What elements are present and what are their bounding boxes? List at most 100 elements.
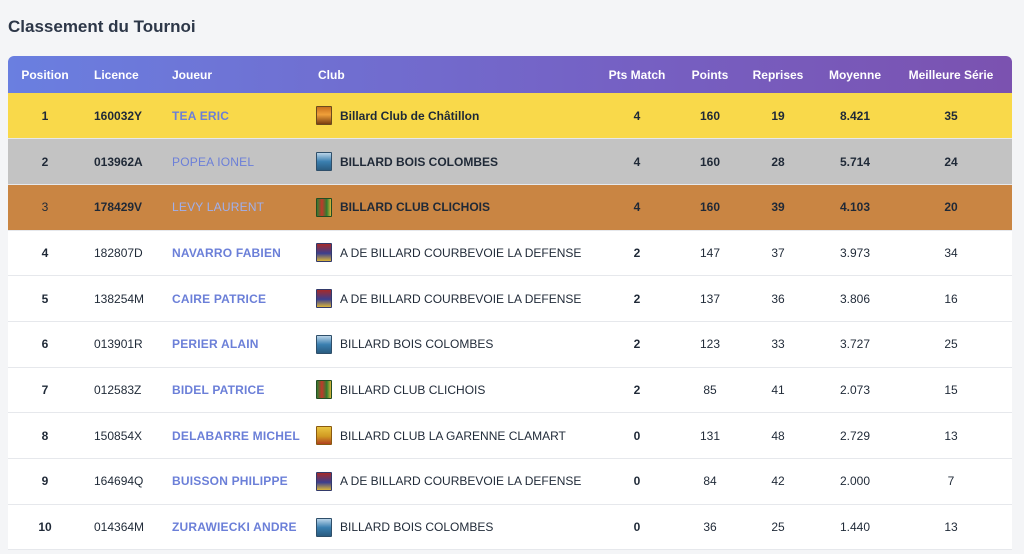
player-link[interactable]: DELABARRE MICHEL: [172, 428, 300, 443]
cell-reprises: 42: [771, 474, 785, 489]
col-header-joueur[interactable]: Joueur: [172, 67, 213, 82]
cell-pts-match: 4: [633, 108, 641, 123]
page-title: Classement du Tournoi: [8, 17, 196, 36]
cell-points: 137: [699, 291, 721, 306]
cell-pts-match: 2: [633, 245, 641, 260]
cell-pts-match: 0: [633, 520, 641, 535]
table-header: Position Licence Joueur Club Pts Match P…: [8, 56, 1012, 93]
cell-licence: 013901R: [94, 337, 143, 352]
cell-meilleure-serie: 13: [944, 428, 958, 443]
cell-licence: 164694Q: [94, 474, 144, 489]
cell-moyenne: 3.973: [839, 245, 871, 260]
courbevoie-crest-icon: [316, 289, 332, 309]
cell-moyenne: 2.073: [839, 382, 871, 397]
cell-pts-match: 0: [633, 428, 641, 443]
player-link[interactable]: LEVY LAURENT: [172, 200, 265, 215]
col-header-pts-match[interactable]: Pts Match: [608, 67, 666, 82]
player-link[interactable]: PERIER ALAIN: [172, 337, 259, 352]
cell-club: BILLARD CLUB CLICHOIS: [310, 367, 590, 413]
cell-points: 147: [699, 245, 721, 260]
table-row: 2 013962A POPEA IONEL BILLARD BOIS COLOM…: [8, 138, 1012, 185]
cell-club: BILLARD CLUB CLICHOIS: [310, 184, 590, 230]
garenne-clamart-crest-icon: [316, 426, 332, 446]
table-row: 6 013901R PERIER ALAIN BILLARD BOIS COLO…: [8, 321, 1012, 368]
courbevoie-crest-icon: [316, 243, 332, 263]
cell-meilleure-serie: 15: [944, 382, 958, 397]
club-name: BILLARD BOIS COLOMBES: [340, 337, 494, 352]
club-name: A DE BILLARD COURBEVOIE LA DEFENSE: [340, 474, 582, 489]
cell-position: 1: [41, 108, 49, 123]
cell-position: 9: [41, 474, 49, 489]
cell-position: 7: [41, 382, 49, 397]
cell-pts-match: 0: [633, 474, 641, 489]
cell-moyenne: 3.806: [839, 291, 871, 306]
cell-reprises: 37: [771, 245, 785, 260]
table-row: 9 164694Q BUISSON PHILIPPE A DE BILLARD …: [8, 459, 1012, 505]
cell-reprises: 41: [771, 382, 785, 397]
cell-meilleure-serie: 34: [944, 245, 958, 260]
bois-colombes-crest-icon: [316, 517, 332, 537]
cell-meilleure-serie: 20: [944, 200, 958, 215]
table-row: 3 178429V LEVY LAURENT BILLARD CLUB CLIC…: [8, 184, 1012, 231]
cell-points: 36: [703, 520, 717, 535]
chatillon-crest-icon: [316, 106, 332, 126]
col-header-licence[interactable]: Licence: [94, 67, 139, 82]
cell-licence: 160032Y: [94, 108, 143, 123]
cell-meilleure-serie: 16: [944, 291, 958, 306]
header-row: Position Licence Joueur Club Pts Match P…: [8, 56, 1012, 93]
club-name: BILLARD CLUB CLICHOIS: [340, 200, 490, 215]
table-row: 7 012583Z BIDEL PATRICE BILLARD CLUB CLI…: [8, 367, 1012, 413]
cell-points: 84: [703, 474, 717, 489]
col-header-reprises[interactable]: Reprises: [752, 67, 804, 82]
cell-meilleure-serie: 7: [947, 474, 955, 489]
cell-points: 160: [699, 108, 721, 123]
cell-moyenne: 8.421: [839, 108, 871, 123]
player-link[interactable]: TEA ERIC: [172, 108, 230, 123]
player-link[interactable]: CAIRE PATRICE: [172, 291, 267, 306]
player-link[interactable]: BUISSON PHILIPPE: [172, 474, 288, 489]
standings-table: Position Licence Joueur Club Pts Match P…: [8, 56, 1012, 550]
cell-points: 85: [703, 382, 717, 397]
cell-licence: 182807D: [94, 245, 143, 260]
cell-meilleure-serie: 13: [944, 520, 958, 535]
cell-points: 123: [699, 337, 721, 352]
cell-meilleure-serie: 24: [944, 154, 958, 169]
cell-moyenne: 5.714: [839, 154, 871, 169]
cell-licence: 178429V: [94, 200, 143, 215]
cell-reprises: 39: [771, 200, 785, 215]
cell-reprises: 28: [771, 154, 785, 169]
player-link[interactable]: BIDEL PATRICE: [172, 382, 265, 397]
player-link[interactable]: NAVARRO FABIEN: [172, 245, 282, 260]
cell-moyenne: 2.000: [839, 474, 871, 489]
cell-pts-match: 4: [633, 200, 641, 215]
col-header-position[interactable]: Position: [21, 67, 69, 82]
cell-licence: 138254M: [94, 291, 145, 306]
col-header-meilleure-serie[interactable]: Meilleure Série: [908, 67, 994, 82]
club-name: BILLARD BOIS COLOMBES: [340, 520, 494, 535]
cell-moyenne: 4.103: [839, 200, 871, 215]
col-header-club[interactable]: Club: [318, 67, 345, 82]
cell-club: BILLARD BOIS COLOMBES: [310, 504, 590, 550]
club-name: A DE BILLARD COURBEVOIE LA DEFENSE: [340, 291, 582, 306]
bois-colombes-crest-icon: [316, 152, 332, 172]
club-name: Billard Club de Châtillon: [340, 108, 480, 123]
cell-club: A DE BILLARD COURBEVOIE LA DEFENSE: [310, 459, 590, 505]
cell-reprises: 48: [771, 428, 785, 443]
clichy-crest-icon: [316, 380, 332, 400]
cell-position: 5: [41, 291, 49, 306]
col-header-points[interactable]: Points: [691, 67, 729, 82]
cell-licence: 012583Z: [94, 382, 142, 397]
cell-club: BILLARD BOIS COLOMBES: [310, 321, 590, 367]
cell-pts-match: 2: [633, 382, 641, 397]
player-link[interactable]: ZURAWIECKI ANDRE: [172, 520, 297, 535]
cell-position: 8: [41, 428, 49, 443]
club-name: BILLARD CLUB LA GARENNE CLAMART: [340, 428, 566, 443]
cell-position: 3: [41, 200, 49, 215]
cell-points: 160: [699, 200, 721, 215]
player-link[interactable]: POPEA IONEL: [172, 154, 255, 169]
club-name: A DE BILLARD COURBEVOIE LA DEFENSE: [340, 245, 582, 260]
col-header-moyenne[interactable]: Moyenne: [828, 67, 881, 82]
cell-licence: 014364M: [94, 520, 145, 535]
cell-moyenne: 3.727: [839, 337, 871, 352]
bois-colombes-crest-icon: [316, 334, 332, 354]
